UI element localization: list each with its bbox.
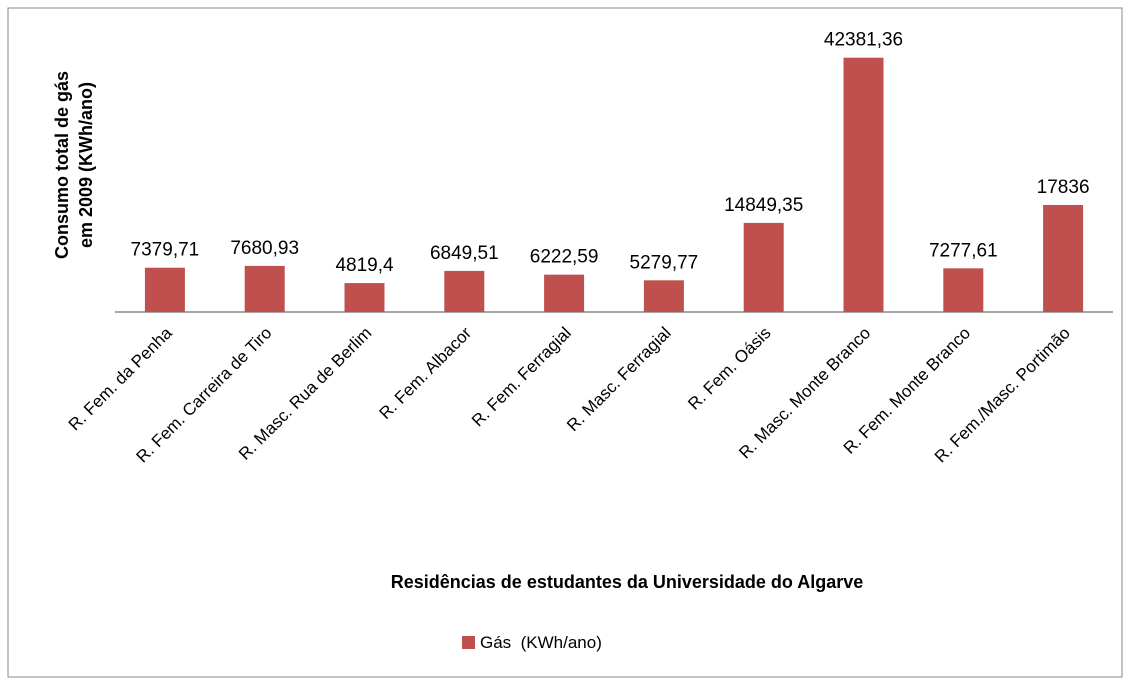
bar xyxy=(444,270,485,312)
data-label: 5279,77 xyxy=(630,252,699,273)
y-title-line: em 2009 (KWh/ano) xyxy=(76,82,96,248)
bar xyxy=(943,268,984,312)
bar xyxy=(1043,204,1084,312)
legend-label: Gás (KWh/ano) xyxy=(480,633,602,652)
bar xyxy=(843,57,884,313)
data-label: 6849,51 xyxy=(430,243,499,264)
y-title-line: Consumo total de gás xyxy=(52,71,72,259)
data-label: 17836 xyxy=(1037,177,1090,198)
data-label: 14849,35 xyxy=(724,195,803,216)
data-label: 7680,93 xyxy=(230,238,299,259)
data-label: 42381,36 xyxy=(824,30,903,51)
data-label: 4819,4 xyxy=(335,255,394,276)
data-label: 7277,61 xyxy=(929,240,998,261)
legend-swatch xyxy=(462,636,475,649)
bar xyxy=(743,222,784,312)
bar xyxy=(344,283,385,312)
chart-border xyxy=(7,7,1123,678)
bar xyxy=(144,267,185,312)
bar xyxy=(544,274,585,312)
data-label: 7379,71 xyxy=(131,240,200,261)
x-axis-title: Residências de estudantes da Universidad… xyxy=(391,572,864,592)
bar xyxy=(643,280,684,312)
bar xyxy=(244,265,285,312)
data-label: 6222,59 xyxy=(530,247,599,268)
y-axis-title: Consumo total de gás em 2009 (KWh/ano) xyxy=(52,71,96,259)
